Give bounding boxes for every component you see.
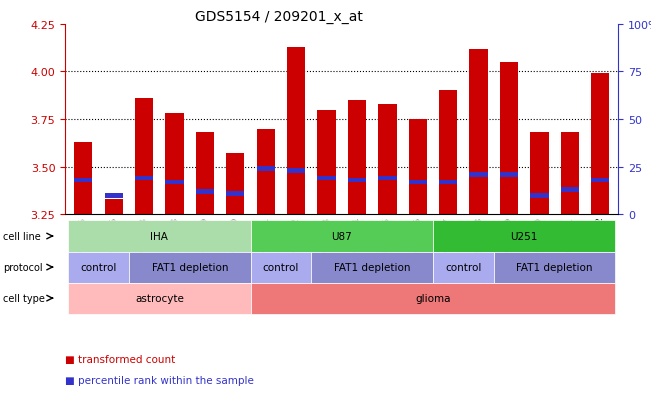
Bar [256, 129, 275, 215]
Bar [348, 178, 366, 183]
Bar [165, 114, 184, 215]
Bar [378, 176, 396, 181]
Bar [469, 173, 488, 177]
Bar [318, 110, 336, 215]
Text: cell line: cell line [3, 231, 41, 242]
Bar [135, 176, 153, 181]
Bar [591, 178, 609, 183]
Text: astrocyte: astrocyte [135, 293, 184, 304]
Bar [531, 193, 549, 198]
Text: U251: U251 [510, 231, 538, 242]
Bar [531, 133, 549, 215]
Text: control: control [445, 262, 482, 273]
Bar [227, 192, 245, 196]
Bar [287, 47, 305, 215]
Bar [196, 190, 214, 195]
Text: control: control [80, 262, 117, 273]
Bar [74, 178, 92, 183]
Bar [74, 142, 92, 215]
Bar [591, 74, 609, 215]
Bar [500, 63, 518, 215]
Bar [135, 99, 153, 215]
Bar [227, 154, 245, 215]
Text: cell type: cell type [3, 293, 45, 304]
Bar [378, 104, 396, 215]
Bar [500, 173, 518, 177]
Bar [287, 169, 305, 173]
Text: IHA: IHA [150, 231, 169, 242]
Text: FAT1 depletion: FAT1 depletion [516, 262, 593, 273]
Bar [561, 188, 579, 192]
Bar [409, 120, 427, 215]
Bar [105, 199, 123, 215]
Bar [409, 180, 427, 185]
Text: control: control [263, 262, 299, 273]
Text: U87: U87 [331, 231, 352, 242]
Bar [469, 50, 488, 215]
Bar [439, 91, 457, 215]
Text: FAT1 depletion: FAT1 depletion [334, 262, 410, 273]
Bar [318, 176, 336, 181]
Bar [165, 180, 184, 185]
Text: FAT1 depletion: FAT1 depletion [152, 262, 228, 273]
Text: protocol: protocol [3, 262, 43, 273]
Bar [561, 133, 579, 215]
Text: ■ transformed count: ■ transformed count [65, 354, 175, 364]
Text: ■ percentile rank within the sample: ■ percentile rank within the sample [65, 375, 254, 385]
Text: glioma: glioma [415, 293, 450, 304]
Text: GDS5154 / 209201_x_at: GDS5154 / 209201_x_at [195, 10, 363, 24]
Bar [348, 101, 366, 215]
Bar [256, 167, 275, 171]
Bar [439, 180, 457, 185]
Bar [196, 133, 214, 215]
Bar [105, 193, 123, 198]
